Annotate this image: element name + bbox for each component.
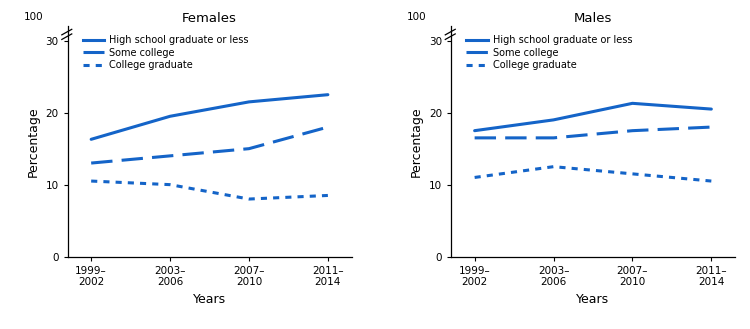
Title: Males: Males <box>574 12 612 25</box>
Legend: High school graduate or less, Some college, College graduate: High school graduate or less, Some colle… <box>464 34 634 72</box>
Legend: High school graduate or less, Some college, College graduate: High school graduate or less, Some colle… <box>81 34 251 72</box>
Y-axis label: Percentage: Percentage <box>27 106 40 177</box>
Y-axis label: Percentage: Percentage <box>410 106 423 177</box>
Text: 100: 100 <box>24 12 44 22</box>
X-axis label: Years: Years <box>577 293 610 306</box>
Title: Females: Females <box>182 12 237 25</box>
X-axis label: Years: Years <box>193 293 226 306</box>
Text: 100: 100 <box>407 12 427 22</box>
